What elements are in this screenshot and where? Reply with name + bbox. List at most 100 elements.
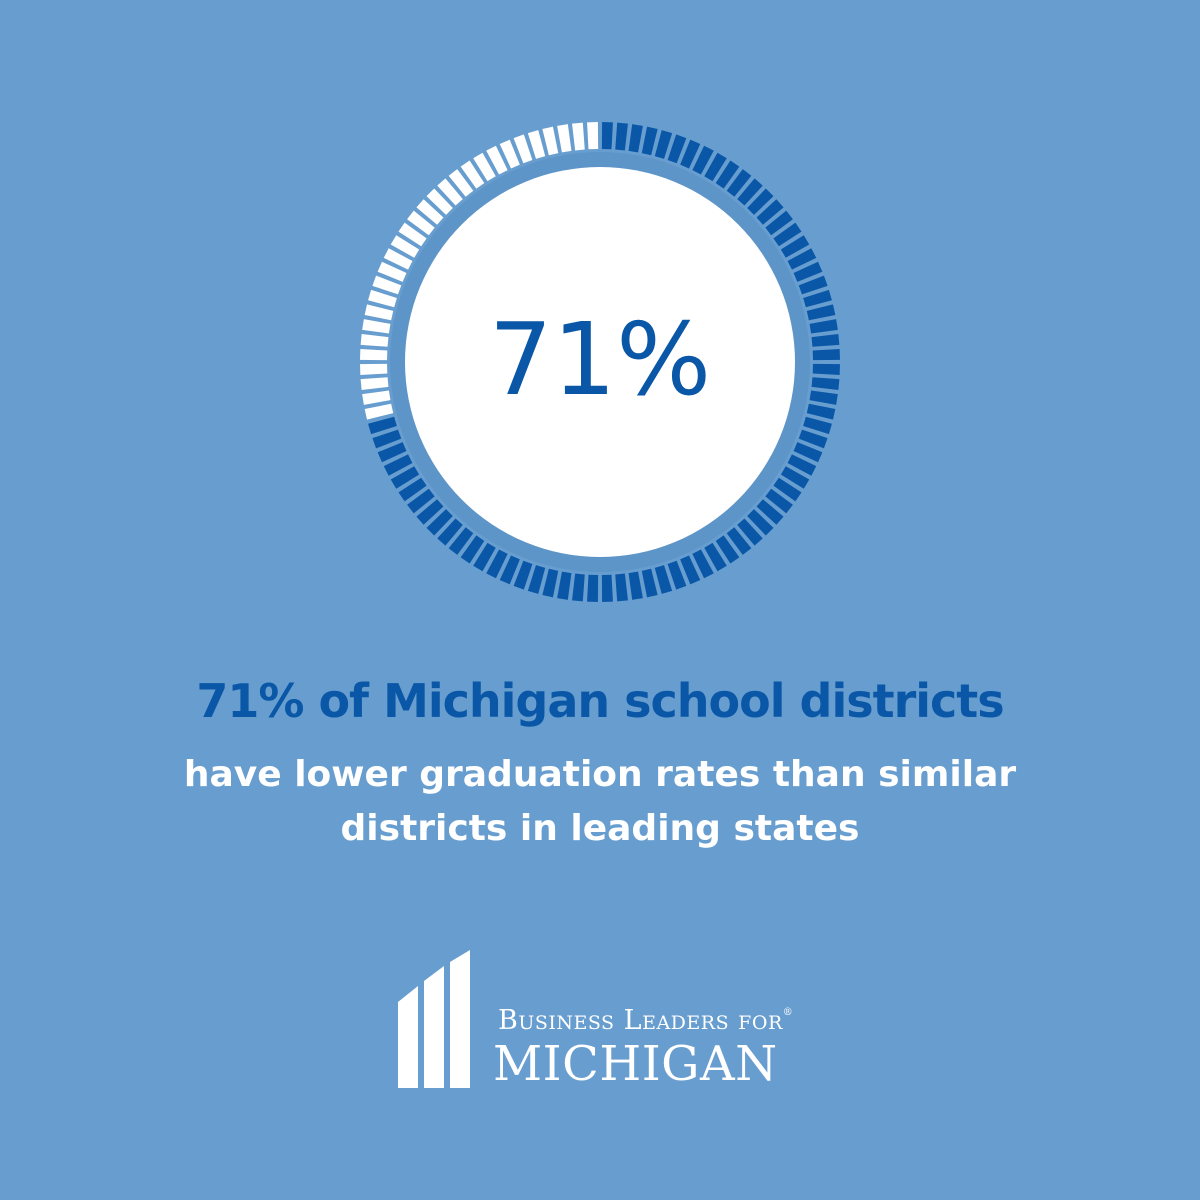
- gauge-tick-empty: [557, 124, 572, 153]
- gauge-chart: 71%: [360, 122, 840, 602]
- gauge-tick-empty: [372, 275, 402, 295]
- gauge-tick-filled: [726, 527, 752, 555]
- gauge-tick-filled: [726, 169, 752, 197]
- gauge-tick-filled: [601, 574, 613, 602]
- gauge-tick-empty: [407, 210, 435, 236]
- logo-text-line-2: MICHIGAN: [493, 1036, 778, 1092]
- gauge-tick-empty: [460, 160, 485, 189]
- gauge-tick-empty: [398, 222, 427, 247]
- gauge-tick-filled: [773, 222, 802, 247]
- gauge-tick-filled: [473, 542, 496, 572]
- gauge-tick-filled: [692, 549, 714, 579]
- gauge-tick-filled: [747, 188, 774, 215]
- gauge-tick-empty: [360, 349, 388, 361]
- gauge-tick-filled: [787, 248, 817, 270]
- gauge-tick-empty: [364, 403, 394, 420]
- gauge-tick-filled: [747, 509, 774, 536]
- gauge-tick-filled: [737, 178, 763, 206]
- gauge-tick-filled: [715, 160, 740, 189]
- gauge-tick-filled: [542, 568, 559, 598]
- logo-text-line-1: Business Leaders for®: [498, 1005, 793, 1036]
- gauge-tick-filled: [398, 477, 427, 502]
- gauge-tick-empty: [390, 235, 420, 258]
- gauge-tick-filled: [704, 542, 727, 572]
- gauge-tick-filled: [811, 377, 840, 390]
- gauge-tick-empty: [362, 319, 391, 334]
- gauge-tick-empty: [383, 248, 413, 270]
- gauge-tick-filled: [798, 275, 828, 295]
- gauge-ring: [360, 122, 840, 602]
- gauge-tick-empty: [437, 178, 463, 206]
- gauge-tick-empty: [362, 390, 391, 405]
- gauge-tick-empty: [360, 334, 389, 347]
- gauge-tick-filled: [513, 560, 533, 590]
- gauge-tick-filled: [416, 499, 444, 525]
- gauge-tick-filled: [806, 403, 836, 420]
- gauge-tick-empty: [360, 377, 389, 390]
- gauge-tick-filled: [383, 454, 413, 476]
- gauge-tick-empty: [360, 363, 388, 375]
- gauge-tick-filled: [615, 122, 628, 151]
- registered-mark: ®: [782, 1007, 794, 1018]
- gauge-tick-empty: [473, 152, 496, 182]
- gauge-tick-filled: [773, 477, 802, 502]
- gauge-tick-filled: [803, 289, 832, 308]
- gauge-tick-empty: [527, 130, 546, 159]
- gauge-tick-empty: [364, 304, 394, 321]
- gauge-tick-filled: [368, 416, 397, 435]
- gauge-tick-filled: [628, 571, 643, 600]
- gauge-tick-filled: [654, 130, 673, 159]
- gauge-tick-filled: [527, 565, 546, 594]
- gauge-tick-empty: [587, 122, 599, 150]
- gauge-tick-filled: [780, 466, 810, 489]
- gauge-tick-filled: [486, 549, 508, 579]
- gauge-tick-filled: [803, 416, 832, 435]
- gauge-tick-filled: [765, 488, 793, 514]
- gauge-tick-filled: [692, 145, 714, 175]
- gauge-tick-filled: [460, 535, 485, 564]
- gauge-tick-empty: [499, 139, 520, 169]
- gauge-tick-filled: [426, 509, 453, 536]
- gauge-tick-empty: [377, 261, 407, 282]
- gauge-tick-filled: [806, 304, 836, 321]
- gauge-tick-filled: [641, 126, 658, 156]
- gauge-tick-filled: [756, 499, 784, 525]
- gauge-tick-filled: [654, 565, 673, 594]
- gauge-tick-empty: [572, 122, 585, 151]
- gauge-tick-filled: [811, 334, 840, 347]
- subtext: have lower graduation rates than similar…: [0, 748, 1200, 856]
- gauge-tick-filled: [372, 429, 402, 449]
- gauge-tick-empty: [486, 145, 508, 175]
- gauge-tick-filled: [715, 535, 740, 564]
- gauge-tick-filled: [587, 574, 599, 602]
- gauge-tick-filled: [756, 199, 784, 225]
- gauge-tick-filled: [557, 571, 572, 600]
- gauge-tick-empty: [448, 169, 474, 197]
- gauge-tick-filled: [499, 555, 520, 585]
- gauge-tick-filled: [787, 454, 817, 476]
- gauge-tick-filled: [448, 527, 474, 555]
- gauge-tick-filled: [737, 518, 763, 546]
- gauge-tick-filled: [601, 122, 613, 150]
- gauge-tick-filled: [437, 518, 463, 546]
- gauge-tick-empty: [416, 199, 444, 225]
- gauge-tick-filled: [572, 573, 585, 602]
- logo-line-1-text: Business Leaders for: [498, 1005, 783, 1036]
- gauge-tick-filled: [812, 349, 840, 361]
- gauge-center-value: 71%: [489, 301, 711, 418]
- gauge-tick-filled: [798, 429, 828, 449]
- gauge-tick-filled: [390, 466, 420, 489]
- headline: 71% of Michigan school districts: [196, 674, 1004, 728]
- gauge-center-disc: [405, 167, 795, 557]
- gauge-tick-filled: [641, 568, 658, 598]
- gauge-tick-filled: [667, 134, 687, 164]
- subtext-line-2: districts in leading states: [340, 808, 860, 849]
- gauge-tick-filled: [809, 319, 838, 334]
- gauge-tick-filled: [812, 363, 840, 375]
- gauge-tick-filled: [765, 210, 793, 236]
- gauge-tick-filled: [793, 261, 823, 282]
- gauge-tick-filled: [704, 152, 727, 182]
- gauge-tick-empty: [368, 289, 397, 308]
- gauge-tick-filled: [407, 488, 435, 514]
- gauge-tick-filled: [615, 573, 628, 602]
